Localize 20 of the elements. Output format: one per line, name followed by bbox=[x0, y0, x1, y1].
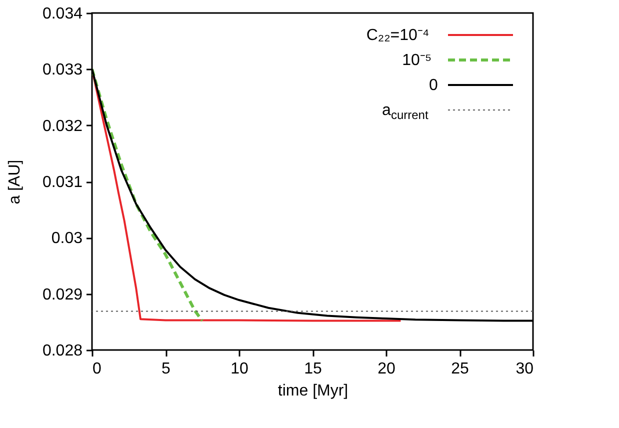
x-tick-label: 0 bbox=[92, 360, 102, 378]
x-tick-label: 30 bbox=[516, 360, 534, 378]
legend-label: C₂₂=10⁻⁴ bbox=[366, 27, 430, 44]
y-tick-label: 0.03 bbox=[51, 230, 83, 248]
x-axis-title: time [Myr] bbox=[278, 382, 348, 400]
line-series bbox=[92, 68, 204, 322]
x-tick-label: 5 bbox=[162, 360, 171, 378]
y-tick-label: 0.033 bbox=[42, 62, 83, 79]
y-tick-label: 0.032 bbox=[42, 118, 83, 135]
x-tick-label: 20 bbox=[378, 360, 396, 378]
y-tick-label: 0.034 bbox=[42, 6, 83, 22]
y-tick-label: 0.029 bbox=[42, 286, 83, 304]
x-tick-label: 15 bbox=[304, 360, 322, 378]
y-tick-label: 0.031 bbox=[42, 174, 83, 191]
x-tick-label: 25 bbox=[451, 360, 469, 378]
x-tick-label: 10 bbox=[230, 360, 248, 378]
y-tick-label: 0.028 bbox=[42, 342, 83, 360]
legend-label: 0 bbox=[429, 77, 438, 94]
legend-label: 10⁻⁵ bbox=[402, 52, 432, 69]
y-axis-title: a [AU] bbox=[6, 160, 24, 204]
